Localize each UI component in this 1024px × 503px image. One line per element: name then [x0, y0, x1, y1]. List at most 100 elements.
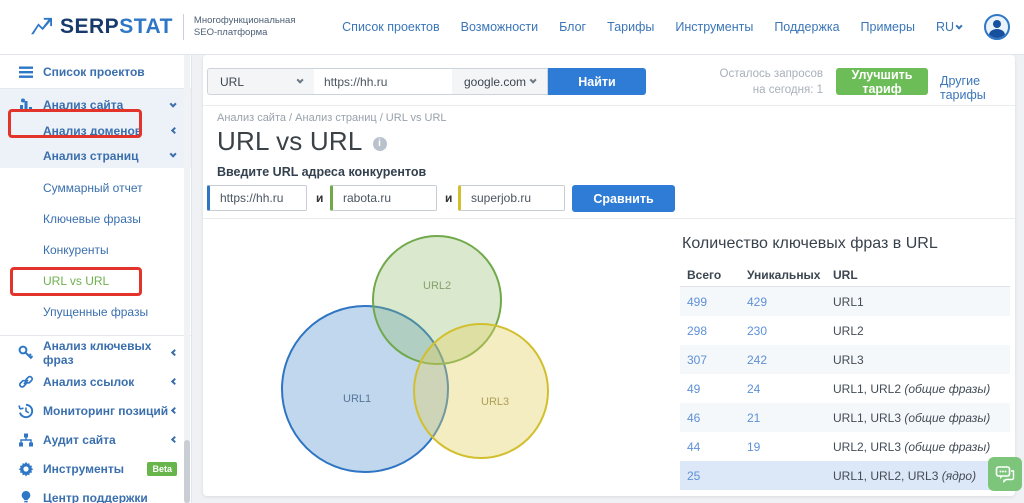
compare-url1-input[interactable]	[207, 185, 307, 211]
sidebar-item-tools[interactable]: Инструменты Beta	[0, 454, 191, 483]
venn-diagram: URL1 URL2 URL3	[281, 235, 549, 473]
nav-features[interactable]: Возможности	[460, 20, 539, 34]
sidebar-scrollbar[interactable]	[184, 55, 190, 503]
compare-button[interactable]: Сравнить	[572, 185, 675, 212]
sidebar-modules: Анализ ключевых фраз Анализ ссылок М	[0, 336, 191, 503]
chevron-left-icon	[171, 349, 179, 356]
unique-count-link[interactable]: 21	[747, 410, 761, 425]
chat-widget-button[interactable]	[988, 457, 1022, 491]
table-row: 499 429 URL1	[680, 287, 1010, 316]
brand-name: SERPSTAT	[60, 15, 173, 38]
nav-blog[interactable]: Блог	[559, 20, 587, 34]
chevron-down-icon	[169, 150, 177, 158]
lightbulb-icon	[21, 490, 31, 503]
sidebar-item-summary-report[interactable]: Суммарный отчет	[43, 180, 143, 195]
upgrade-plan-button[interactable]: Улучшить тариф	[836, 68, 928, 96]
sidebar-item-projects[interactable]: Список проектов	[0, 55, 191, 88]
venn-label-url3: URL3	[481, 396, 509, 408]
sidebar-item-site-audit[interactable]: Аудит сайта	[0, 425, 191, 454]
language-selector[interactable]: RU	[936, 20, 963, 34]
sitemap-icon	[19, 433, 33, 446]
brand-divider	[182, 14, 184, 40]
venn-circle-url3[interactable]	[413, 323, 549, 459]
nav-tools[interactable]: Инструменты	[675, 20, 754, 34]
venn-circle-url1[interactable]	[281, 305, 449, 473]
compare-label: Введите URL адреса конкурентов	[217, 165, 427, 179]
main-content: URL google.com Найти Осталось запросов н…	[203, 55, 1015, 496]
sidebar-item-url-vs-url[interactable]: URL vs URL	[43, 273, 110, 288]
unique-count-link[interactable]: 19	[747, 439, 761, 454]
table-header-row: Всего Уникальных URL	[680, 263, 1010, 287]
table-row: 46 21 URL1, URL3 (общие фразы)	[680, 403, 1010, 432]
other-plans-link[interactable]: Другие тарифы	[940, 74, 986, 102]
total-count-link[interactable]: 298	[687, 323, 708, 338]
nav-project-list[interactable]: Список проектов	[342, 20, 440, 34]
search-query-input[interactable]	[314, 68, 453, 95]
search-toolbar: URL google.com Найти Осталось запросов н…	[203, 55, 1015, 106]
table-row: 298 230 URL2	[687, 323, 864, 338]
total-count-link[interactable]: 49	[687, 381, 701, 396]
beta-badge: Beta	[147, 461, 177, 476]
chevron-down-icon	[529, 76, 537, 84]
venn-label-url2: URL2	[423, 280, 451, 292]
serpstat-logo[interactable]: SERPSTAT Многофункциональная SEO-платфор…	[30, 14, 295, 40]
search-button[interactable]: Найти	[548, 68, 646, 95]
link-icon	[19, 375, 33, 388]
sidebar: Список проектов Анализ сайта Анализ доме…	[0, 55, 192, 503]
nav-pricing[interactable]: Тарифы	[607, 20, 655, 34]
chevron-down-icon	[296, 76, 304, 84]
venn-circle-url2[interactable]	[372, 235, 502, 365]
chevron-left-icon	[170, 126, 179, 135]
and-separator: и	[316, 191, 324, 205]
unique-count-link[interactable]: 242	[747, 352, 768, 367]
table-row: 307 242 URL3	[680, 345, 1010, 374]
total-count-link[interactable]: 307	[687, 352, 708, 367]
chevron-down-icon	[955, 22, 963, 30]
serpstat-logo-icon	[31, 17, 52, 35]
compare-url2-input[interactable]	[330, 185, 437, 211]
chevron-down-icon	[169, 100, 177, 108]
key-icon	[18, 345, 34, 359]
sidebar-divider	[0, 88, 191, 89]
table-row-core: 25 URL1, URL2, URL3 (ядро)	[680, 461, 1010, 490]
site-analysis-group: Анализ сайта Анализ доменов Анализ стран…	[0, 89, 191, 168]
venn-label-url1: URL1	[343, 393, 371, 405]
and-separator: и	[445, 191, 453, 205]
sidebar-item-competitors[interactable]: Конкуренты	[43, 242, 109, 257]
sidebar-item-missing-phrases[interactable]: Упущенные фразы	[43, 304, 149, 319]
total-count-link[interactable]: 499	[687, 294, 708, 309]
total-count-link[interactable]: 44	[687, 439, 701, 454]
chevron-left-icon	[170, 377, 179, 386]
total-count-link[interactable]: 46	[687, 410, 701, 425]
sidebar-item-keywords[interactable]: Ключевые фразы	[43, 211, 141, 226]
info-icon[interactable]: i	[372, 136, 387, 151]
sidebar-item-rank-tracking[interactable]: Мониторинг позиций	[0, 396, 191, 425]
sidebar-item-site-analysis[interactable]: Анализ сайта	[0, 89, 191, 118]
search-type-select[interactable]: URL	[207, 68, 315, 95]
history-icon	[18, 403, 34, 418]
scrollbar-thumb[interactable]	[184, 440, 190, 503]
nav-examples[interactable]: Примеры	[860, 20, 915, 34]
compare-url3-input[interactable]	[458, 185, 565, 211]
chevron-left-icon	[170, 435, 179, 444]
bar-chart-icon	[20, 98, 32, 111]
sidebar-item-domain-analysis[interactable]: Анализ доменов	[0, 118, 191, 143]
chat-icon	[995, 466, 1015, 483]
table-title: Количество ключевых фраз в URL	[682, 235, 938, 252]
unique-count-link[interactable]: 230	[747, 323, 768, 338]
table-row: 49 24 URL1, URL2 (общие фразы)	[687, 381, 991, 396]
gear-icon	[18, 461, 34, 477]
chevron-left-icon	[170, 406, 179, 415]
unique-count-link[interactable]: 24	[747, 381, 761, 396]
user-avatar[interactable]	[984, 14, 1010, 40]
page-title: URL vs URL	[217, 126, 363, 156]
sidebar-item-keyword-research[interactable]: Анализ ключевых фраз	[0, 338, 191, 367]
nav-support[interactable]: Поддержка	[774, 20, 840, 34]
sidebar-item-support-center[interactable]: Центр поддержки	[0, 483, 191, 503]
search-engine-select[interactable]: google.com	[452, 68, 548, 95]
sidebar-item-page-analysis[interactable]: Анализ страниц	[0, 143, 191, 168]
unique-count-link[interactable]: 429	[747, 294, 768, 309]
top-nav: Список проектов Возможности Блог Тарифы …	[342, 14, 1010, 40]
sidebar-item-backlink-analysis[interactable]: Анализ ссылок	[0, 367, 191, 396]
total-count-link[interactable]: 25	[687, 468, 701, 483]
